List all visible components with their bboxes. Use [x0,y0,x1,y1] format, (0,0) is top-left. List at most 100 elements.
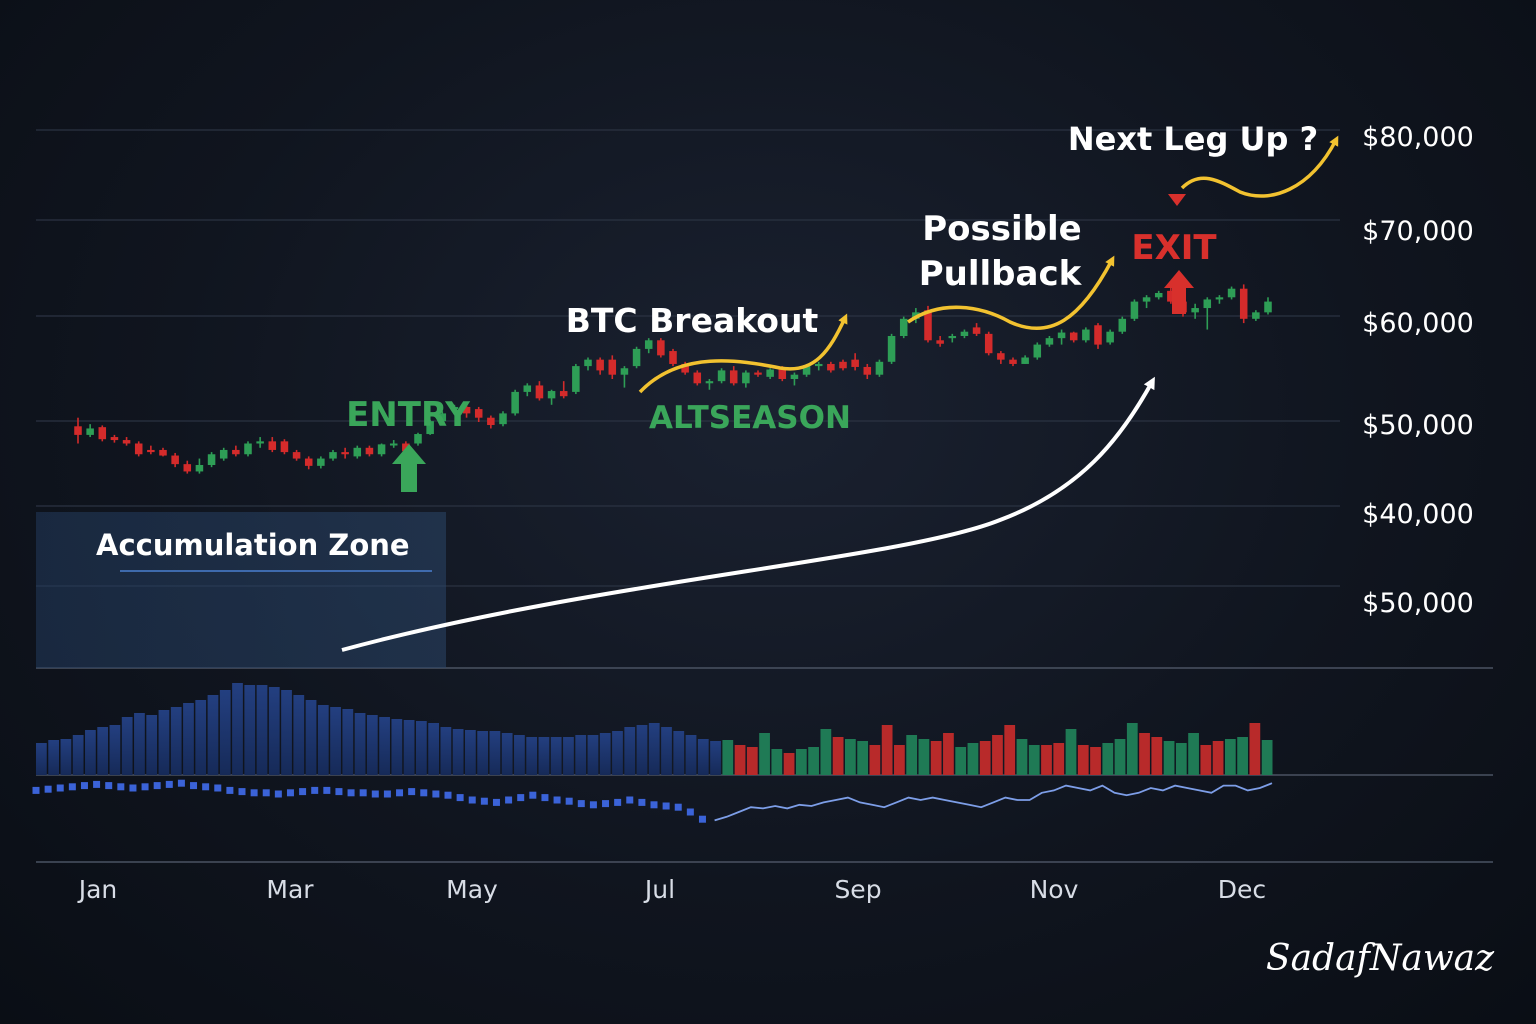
candle-body [304,458,313,466]
candle-body [329,452,337,459]
volume-bar [1016,739,1028,775]
candle-body [183,464,192,472]
candle-body [389,443,398,446]
volume-bar [1151,737,1163,775]
volume-bar [710,741,721,775]
volume-bar [60,739,72,775]
candle-body [717,370,726,382]
candle-body [778,369,787,379]
candle-body [462,406,471,414]
volume-bar [97,727,109,775]
volume-bar [599,733,611,775]
candle-body [219,449,228,459]
volume-bar [48,740,60,775]
indicator-point [456,794,464,802]
indicator-point [505,796,513,804]
indicator-point [517,794,525,802]
candle-body [887,336,896,362]
volume-bar [514,735,525,775]
volume-bar [293,695,305,775]
x-tick-label: Sep [834,875,881,904]
indicator-point [674,803,682,811]
volume-bar [1175,743,1187,775]
candle-body [644,340,653,349]
volume-bar [1249,723,1261,775]
indicator-point [105,782,113,790]
candle-body [353,447,362,457]
indicator-point [250,789,258,797]
volume-bar [1004,725,1016,775]
volume-bar [1090,747,1101,775]
candle-body [705,381,714,384]
candle-body [596,359,604,371]
indicator-point [698,815,706,823]
volume-bar [930,741,942,775]
candle-body [936,340,944,344]
candle-body [669,351,677,364]
watermark: SadafNawaz [1266,938,1495,979]
indicator-point [480,797,488,805]
candle-body [1045,338,1054,345]
indicator-point [396,789,404,797]
candle-body [474,409,483,418]
indicator-point [420,789,428,797]
volume-bar [697,739,709,775]
indicator-point [335,788,343,796]
volume-bar [85,730,96,775]
candle-body [74,426,82,435]
indicator-point [408,788,416,796]
candle-body [766,369,774,377]
candle-body [268,441,277,450]
volume-bar [256,685,268,775]
candle-body [1033,344,1042,358]
volume-bar [992,735,1003,775]
candle-body [86,428,94,435]
y-tick-label: $50,000 [1362,588,1474,619]
next-leg-red-tip [1168,194,1186,206]
volume-bar [305,700,317,775]
volume-bar [391,719,403,775]
volume-bars [36,683,1273,775]
indicator-point [662,802,670,810]
volume-bar [648,723,660,775]
volume-bar [379,717,390,775]
x-tick-label: Dec [1218,875,1266,904]
volume-bar [636,725,648,775]
volume-bar [1212,741,1224,775]
indicator-point [56,784,64,792]
volume-bar [72,735,84,775]
candle-body [997,353,1005,360]
indicator-point [262,789,270,797]
volume-bar [109,725,121,775]
volume-bar [661,727,672,775]
entry-arrow-icon [392,444,426,492]
candle-body [341,452,349,455]
candle-body [802,366,811,375]
volume-bar [465,730,476,775]
accumulation-zone-label: Accumulation Zone [96,528,410,562]
volume-bar [1102,743,1114,775]
volume-bar [881,725,893,775]
candle-body [1227,288,1236,298]
candle-body [1009,359,1017,364]
candle-body [122,440,131,444]
volume-bar [1163,741,1175,775]
volume-bar [1237,737,1248,775]
candle-body [511,391,519,414]
breakout-label: BTC Breakout [566,301,819,340]
indicator-point [383,790,391,798]
volume-bar [943,733,954,775]
volume-bar [1126,723,1138,775]
indicator-point [432,790,440,798]
candle-body [414,434,422,444]
volume-bar [1065,729,1077,775]
volume-bar [244,685,256,775]
candle-body [159,449,167,456]
y-tick-label: $70,000 [1362,216,1474,247]
volume-bar [134,713,145,775]
candle-body [1191,308,1199,313]
volume-bar [832,737,844,775]
candle-body [632,348,641,367]
candle-body [559,391,568,397]
